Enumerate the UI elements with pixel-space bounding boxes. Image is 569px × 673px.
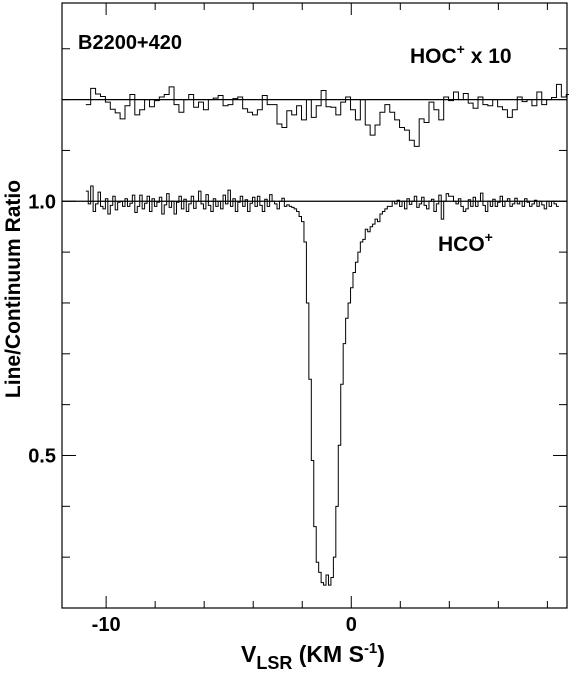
- series-label-hco-sup: +: [485, 229, 493, 245]
- series-label-hco: HCO+: [438, 229, 493, 256]
- series-label-hoc-main: HOC: [410, 45, 457, 68]
- x-axis-label: VLSR (KM S-1): [241, 640, 385, 673]
- x-tick-label: -10: [92, 614, 121, 636]
- y-axis-label: Line/Continuum Ratio: [2, 180, 25, 398]
- x-axis-label-unit: (KM S: [292, 641, 364, 667]
- series-line-hco: [85, 185, 559, 586]
- x-tick-label: 0: [346, 614, 357, 636]
- x-axis-label-unit-close: ): [377, 641, 385, 667]
- series-label-hoc-sup: +: [457, 41, 465, 57]
- y-tick-label: 1.0: [28, 191, 56, 213]
- plot-frame: [61, 2, 568, 609]
- x-axis-label-sub: LSR: [256, 653, 292, 673]
- axis-ticks: [62, 3, 567, 608]
- x-axis-label-main: V: [241, 641, 257, 667]
- y-tick-label: 0.5: [28, 445, 56, 467]
- series-label-hco-main: HCO: [438, 233, 485, 256]
- series-layer: [85, 83, 569, 586]
- series-line-hoc: [85, 83, 569, 147]
- series-label-hoc: HOC+ x 10: [410, 41, 512, 68]
- x-axis-label-unit-sup: -1: [364, 640, 377, 657]
- series-label-hoc-post: x 10: [465, 45, 512, 68]
- source-label: B2200+420: [78, 32, 182, 54]
- tick-labels: -10 0 0.5 1.0: [28, 191, 357, 636]
